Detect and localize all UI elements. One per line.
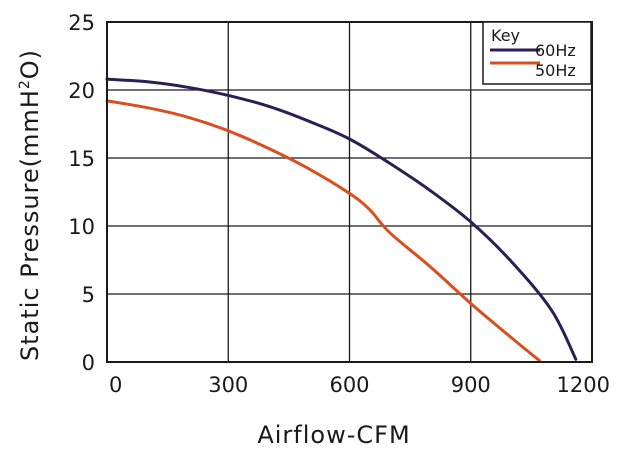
y-tick-label: 15 xyxy=(68,147,95,171)
series-line-50hz xyxy=(105,99,541,363)
x-tick-label: 300 xyxy=(208,373,248,397)
legend-label-60hz: 60Hz xyxy=(535,41,576,60)
x-tick-label: 600 xyxy=(329,373,369,397)
y-tick-labels: 0 5 10 15 20 25 xyxy=(68,11,95,375)
legend-label-50hz: 50Hz xyxy=(535,61,576,80)
legend: Key 60Hz 50Hz xyxy=(482,21,592,85)
y-tick-label: 0 xyxy=(82,351,95,375)
x-tick-label: 1200 xyxy=(557,373,610,397)
y-tick-label: 20 xyxy=(68,79,95,103)
x-tick-label: 900 xyxy=(451,373,491,397)
x-tick-label: 0 xyxy=(109,373,122,397)
x-axis-label: Airflow-CFM xyxy=(257,421,410,449)
y-tick-label: 5 xyxy=(82,283,95,307)
y-axis-label-end: O) xyxy=(16,49,44,79)
legend-box xyxy=(482,21,592,85)
curves xyxy=(105,77,578,363)
series-line-60hz xyxy=(105,77,578,361)
y-tick-label: 25 xyxy=(68,11,95,35)
y-axis-label: Static Pressure(mmH2O) xyxy=(16,49,44,361)
y-tick-label: 10 xyxy=(68,215,95,239)
x-tick-labels: 0 300 600 900 1200 xyxy=(109,373,610,397)
y-axis-label-subscript: 2 xyxy=(17,79,33,89)
plot-frame xyxy=(106,21,593,363)
legend-title: Key xyxy=(491,26,520,45)
y-axis-label-main: Static Pressure(mmH xyxy=(16,89,44,361)
